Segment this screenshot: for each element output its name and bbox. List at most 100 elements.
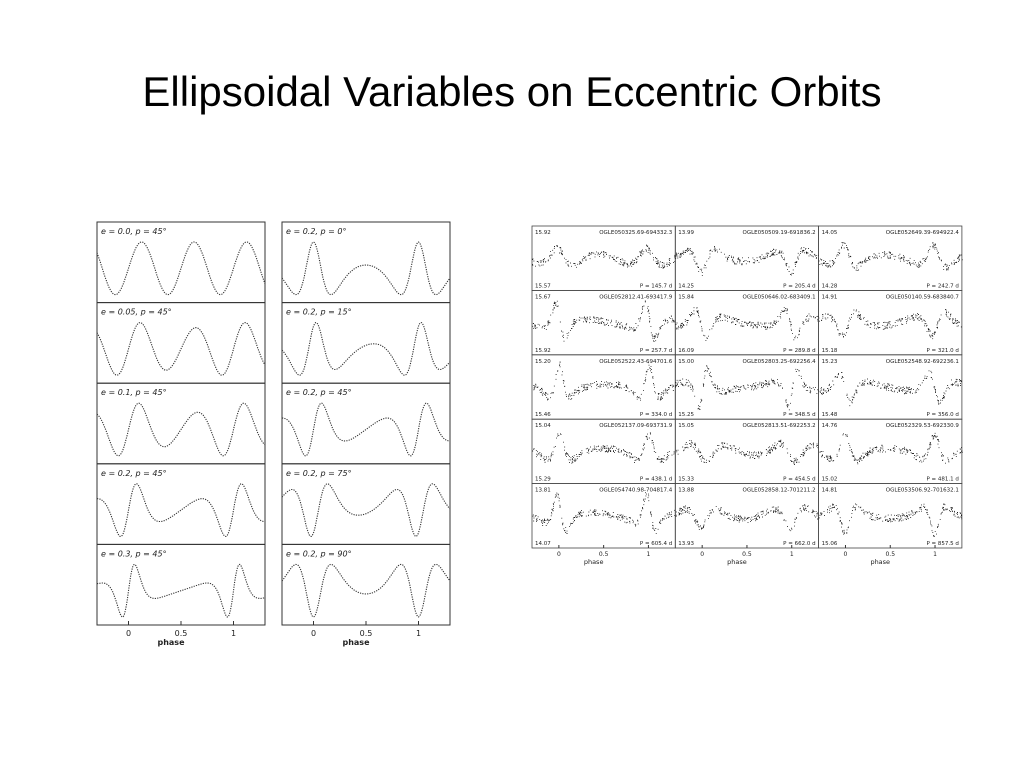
magnitude-top: 15.20 [535,359,551,365]
star-name: OGLE052329.53-692330.9 [886,423,960,429]
x-tick-label: 0.5 [175,629,188,638]
light-curve [97,483,265,537]
light-curve-points [533,361,676,401]
light-curve-points [818,242,963,272]
magnitude-top: 15.00 [678,359,694,365]
x-tick-label: 0 [700,551,704,558]
star-name: OGLE050140.59-683840.7 [886,294,960,300]
magnitude-top: 15.05 [678,423,694,429]
light-curve [96,241,266,296]
slide-title: Ellipsoidal Variables on Eccentric Orbit… [142,68,882,115]
x-tick-label: 1 [647,551,651,558]
magnitude-top: 13.88 [678,488,694,494]
panel-label: e = 0.2, p = 45° [101,469,167,478]
light-curve [96,563,266,618]
x-tick-label: 1 [231,629,236,638]
star-name: OGLE054740.98-704817.4 [599,488,673,494]
light-curve-points [675,365,820,411]
magnitude-bottom: 16.09 [678,348,694,354]
period: P = 662.0 d [783,541,815,547]
magnitude-bottom: 15.06 [822,541,838,547]
light-curve [96,402,266,457]
light-curve-points [532,244,676,269]
star-name: OGLE050325.69-694332.3 [599,230,673,236]
period: P = 454.5 d [783,477,815,483]
magnitude-top: 13.99 [678,230,694,236]
x-tick-label: 0 [126,629,131,638]
x-tick-label: 1 [933,551,937,558]
x-tick-label: 0.5 [742,551,752,558]
panel-label: e = 0.05, p = 45° [101,308,172,317]
light-curve-points [819,432,963,465]
magnitude-top: 14.91 [822,294,838,300]
panel-label: e = 0.0, p = 45° [101,227,167,236]
x-axis-label: phase [157,638,185,647]
period: P = 257.7 d [640,348,672,354]
panel-label: e = 0.1, p = 45° [101,388,167,397]
x-axis-label: phase [342,638,370,647]
x-tick-label: 0 [311,629,316,638]
x-axis-label: phase [584,558,604,566]
magnitude-top: 13.81 [535,488,551,494]
period: P = 481.1 d [926,477,958,483]
magnitude-bottom: 15.02 [822,477,838,483]
period: P = 857.5 d [926,541,958,547]
star-name: OGLE052812.41-693417.9 [599,294,673,300]
magnitude-bottom: 15.18 [822,348,838,354]
panel-label: e = 0.2, p = 0° [286,227,346,236]
period: P = 321.0 d [926,348,958,354]
magnitude-bottom: 14.28 [822,283,838,289]
light-curve-points [819,309,962,340]
light-curve-points [532,432,676,464]
x-tick-label: 0 [844,551,848,558]
light-curve-points [532,300,676,343]
light-curve [281,563,451,618]
x-tick-label: 1 [790,551,794,558]
star-name: OGLE052803.25-692256.4 [742,359,816,365]
magnitude-top: 15.92 [535,230,551,236]
light-curve [281,322,451,376]
period: P = 348.5 d [783,412,815,418]
period: P = 334.0 d [640,412,672,418]
x-tick-label: 1 [416,629,421,638]
light-curve [96,322,266,376]
light-curve-points [675,306,820,342]
x-axis-label: phase [727,558,747,566]
panel-label: e = 0.2, p = 15° [286,308,352,317]
light-curve-points [675,439,819,465]
star-name: OGLE052522.43-694701.6 [599,359,673,365]
magnitude-top: 15.84 [678,294,694,300]
light-curve-points [675,503,820,532]
magnitude-top: 14.76 [822,423,838,429]
period: P = 205.4 d [783,283,815,289]
light-curve-points [818,503,963,537]
magnitude-bottom: 15.57 [535,283,551,289]
light-curve-points [819,370,962,407]
magnitude-bottom: 15.29 [535,477,551,483]
magnitude-bottom: 15.46 [535,412,551,418]
panel-label: e = 0.2, p = 90° [286,549,352,558]
star-name: OGLE052649.39-694922.4 [886,230,960,236]
light-curve [282,402,450,457]
magnitude-top: 14.81 [822,488,838,494]
star-name: OGLE052858.12-701211.2 [742,488,815,494]
magnitude-bottom: 14.25 [678,283,694,289]
light-curve-points [675,245,819,276]
magnitude-bottom: 15.48 [822,412,838,418]
panel-label: e = 0.2, p = 75° [286,469,352,478]
magnitude-bottom: 15.92 [535,348,551,354]
panel-label: e = 0.2, p = 45° [286,388,352,397]
x-tick-label: 0.5 [599,551,609,558]
magnitude-top: 14.05 [822,230,838,236]
star-name: OGLE050646.02-683409.1 [742,294,815,300]
star-name: OGLE053506.92-701632.1 [886,488,959,494]
x-tick-label: 0 [557,551,561,558]
x-axis-label: phase [870,558,890,566]
magnitude-bottom: 14.07 [535,541,551,547]
period: P = 242.7 d [926,283,958,289]
star-name: OGLE052137.09-693731.9 [599,423,673,429]
x-tick-label: 0.5 [360,629,373,638]
light-curve [281,483,451,537]
